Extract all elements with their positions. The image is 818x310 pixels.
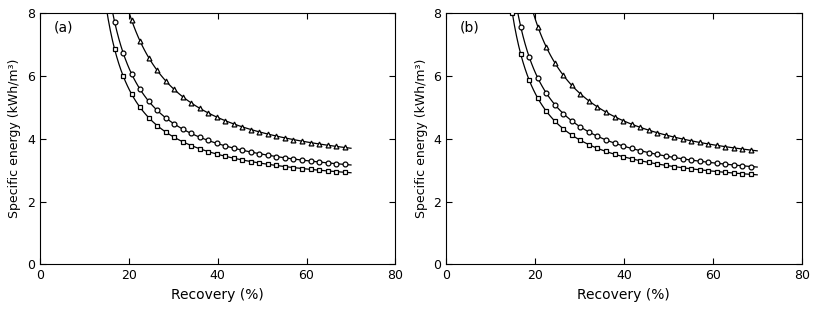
X-axis label: Recovery (%): Recovery (%) [171, 288, 264, 302]
X-axis label: Recovery (%): Recovery (%) [578, 288, 670, 302]
Y-axis label: Specific energy (kWh/m³): Specific energy (kWh/m³) [8, 59, 21, 219]
Text: (a): (a) [54, 21, 74, 35]
Text: (b): (b) [461, 21, 480, 35]
Y-axis label: Specific energy (kWh/m³): Specific energy (kWh/m³) [415, 59, 428, 219]
